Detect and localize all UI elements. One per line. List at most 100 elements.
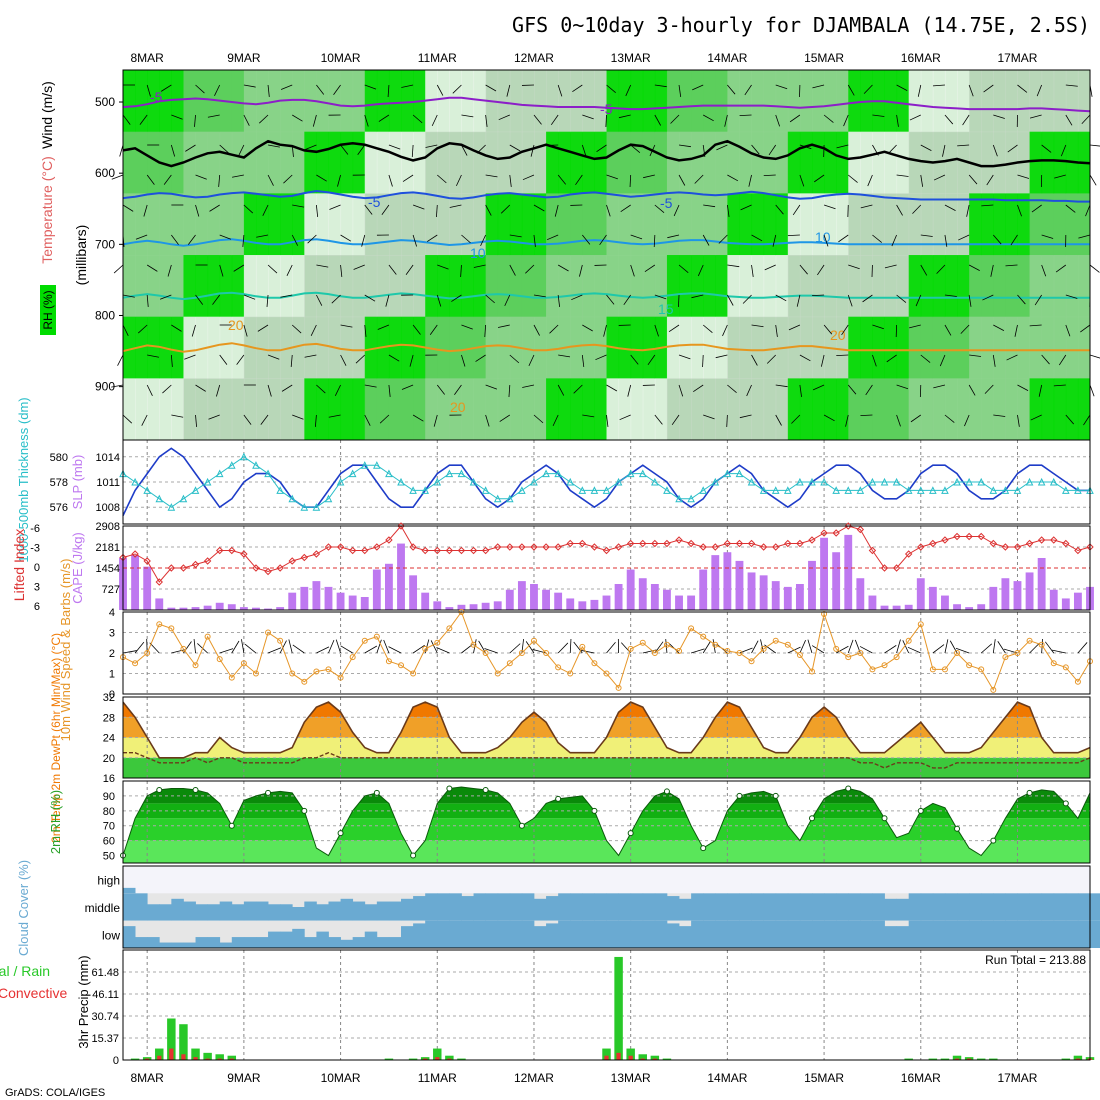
wind-barb — [340, 264, 343, 277]
cloud-bar — [920, 920, 934, 948]
cloud-bar — [437, 893, 450, 921]
cloud-bar — [811, 920, 825, 948]
wind-barb — [1029, 324, 1042, 327]
wind-barb — [219, 264, 224, 277]
cloud-level-label: low — [102, 928, 120, 942]
rh-cell — [461, 70, 475, 133]
thickness-point — [1049, 477, 1058, 486]
cloud-bar — [219, 942, 233, 948]
wind-barb — [195, 384, 206, 392]
precip-conv-bar — [447, 1058, 452, 1060]
wind10-point — [180, 645, 187, 652]
lifted-index-point — [953, 532, 961, 541]
lifted-index-point — [602, 546, 611, 555]
wind-barb — [596, 144, 607, 153]
rh-cell — [642, 255, 656, 318]
wind-barb — [933, 384, 946, 389]
isotherm-label: 10 — [815, 229, 831, 245]
rh-cell — [703, 378, 716, 441]
wind10-speed-line — [122, 610, 1091, 692]
wind-barb — [461, 144, 468, 156]
wind-barb — [860, 204, 873, 209]
rh-cell — [123, 378, 136, 441]
cloud-bar — [449, 920, 462, 948]
cloud-bar — [630, 920, 644, 948]
wind10-barb — [665, 639, 668, 654]
wind-barb — [836, 144, 849, 149]
rh-cell — [848, 255, 861, 318]
wind10-barb — [328, 639, 335, 654]
wind-barb — [361, 234, 366, 247]
wind10-point — [591, 660, 598, 667]
wind-barb — [146, 264, 158, 272]
rh-cell — [932, 378, 946, 441]
lifted-index-line — [122, 525, 1091, 583]
wind-barb — [992, 144, 998, 157]
lifted-index-point — [941, 536, 949, 544]
rh-cell — [666, 378, 680, 441]
wind-barb — [799, 384, 802, 397]
rh-cell — [642, 70, 656, 133]
lifted-index-point — [433, 546, 441, 555]
lifted-index-point — [155, 578, 163, 586]
wind10-point — [700, 633, 707, 640]
cape-axis-label: CAPE (J/kg) — [70, 532, 85, 604]
wind-barb — [146, 294, 149, 307]
rh-cell — [1077, 316, 1091, 379]
wind10-barb — [1029, 642, 1040, 654]
cloud-bar — [666, 896, 680, 921]
rh-tick-label: 60 — [103, 836, 115, 848]
wind10-point — [252, 670, 259, 677]
rh-cell — [981, 70, 994, 133]
rh-cell — [666, 255, 680, 318]
rh-cell — [582, 131, 595, 194]
wind-barb — [799, 354, 811, 362]
thickness-point — [699, 486, 708, 494]
cloud-bar — [1017, 893, 1030, 921]
rh-cell — [135, 193, 148, 256]
cape-bar — [372, 569, 381, 610]
wind-barb — [554, 204, 559, 217]
wind-barb — [437, 264, 449, 270]
rh-cell — [872, 131, 886, 194]
wind-tick-label: 4 — [109, 607, 115, 619]
wind10-barb — [436, 647, 450, 654]
cloud-bar — [848, 893, 861, 921]
cloud-bar — [908, 920, 922, 948]
precip-conv-bar — [205, 1058, 210, 1060]
rh-cell — [969, 316, 982, 379]
bottom-date-axis: 8MAR 9MAR 10MAR 11MAR 12MAR 13MAR 14MAR 15MAR 16… — [131, 1071, 1038, 1085]
rh-cell — [763, 131, 777, 194]
cloud-bar — [376, 937, 390, 948]
lifted-index-point — [373, 543, 381, 551]
cape-bar — [239, 607, 248, 610]
wind-barb — [582, 114, 594, 120]
rh-cell — [135, 378, 148, 441]
rh-cell — [1041, 316, 1055, 379]
cape-bar — [675, 595, 683, 610]
wind-barb — [141, 414, 148, 426]
rh-cell — [231, 316, 245, 379]
lifted-index-point — [880, 564, 889, 572]
wind-barb — [886, 354, 897, 363]
wind-barb — [668, 324, 680, 333]
rh-cell — [316, 316, 329, 379]
rh-cell — [123, 255, 136, 318]
wind-barb — [969, 354, 982, 357]
rh-cell — [1065, 70, 1079, 133]
wind-barb — [993, 114, 1005, 119]
rh-cell — [618, 193, 632, 256]
wind-barb — [405, 264, 414, 275]
rh-cell — [582, 255, 595, 318]
wind-barb — [920, 354, 931, 363]
wind-barb — [184, 354, 196, 360]
rh-cell — [860, 316, 873, 379]
wind-barb — [606, 204, 611, 217]
wind-barb — [920, 174, 924, 187]
wind-barb — [1014, 324, 1018, 337]
cloud-bar — [497, 920, 511, 948]
rh-cell — [884, 131, 898, 194]
wind-barb — [1017, 174, 1030, 179]
rh-cell — [582, 70, 595, 133]
rh-cell — [944, 131, 958, 194]
